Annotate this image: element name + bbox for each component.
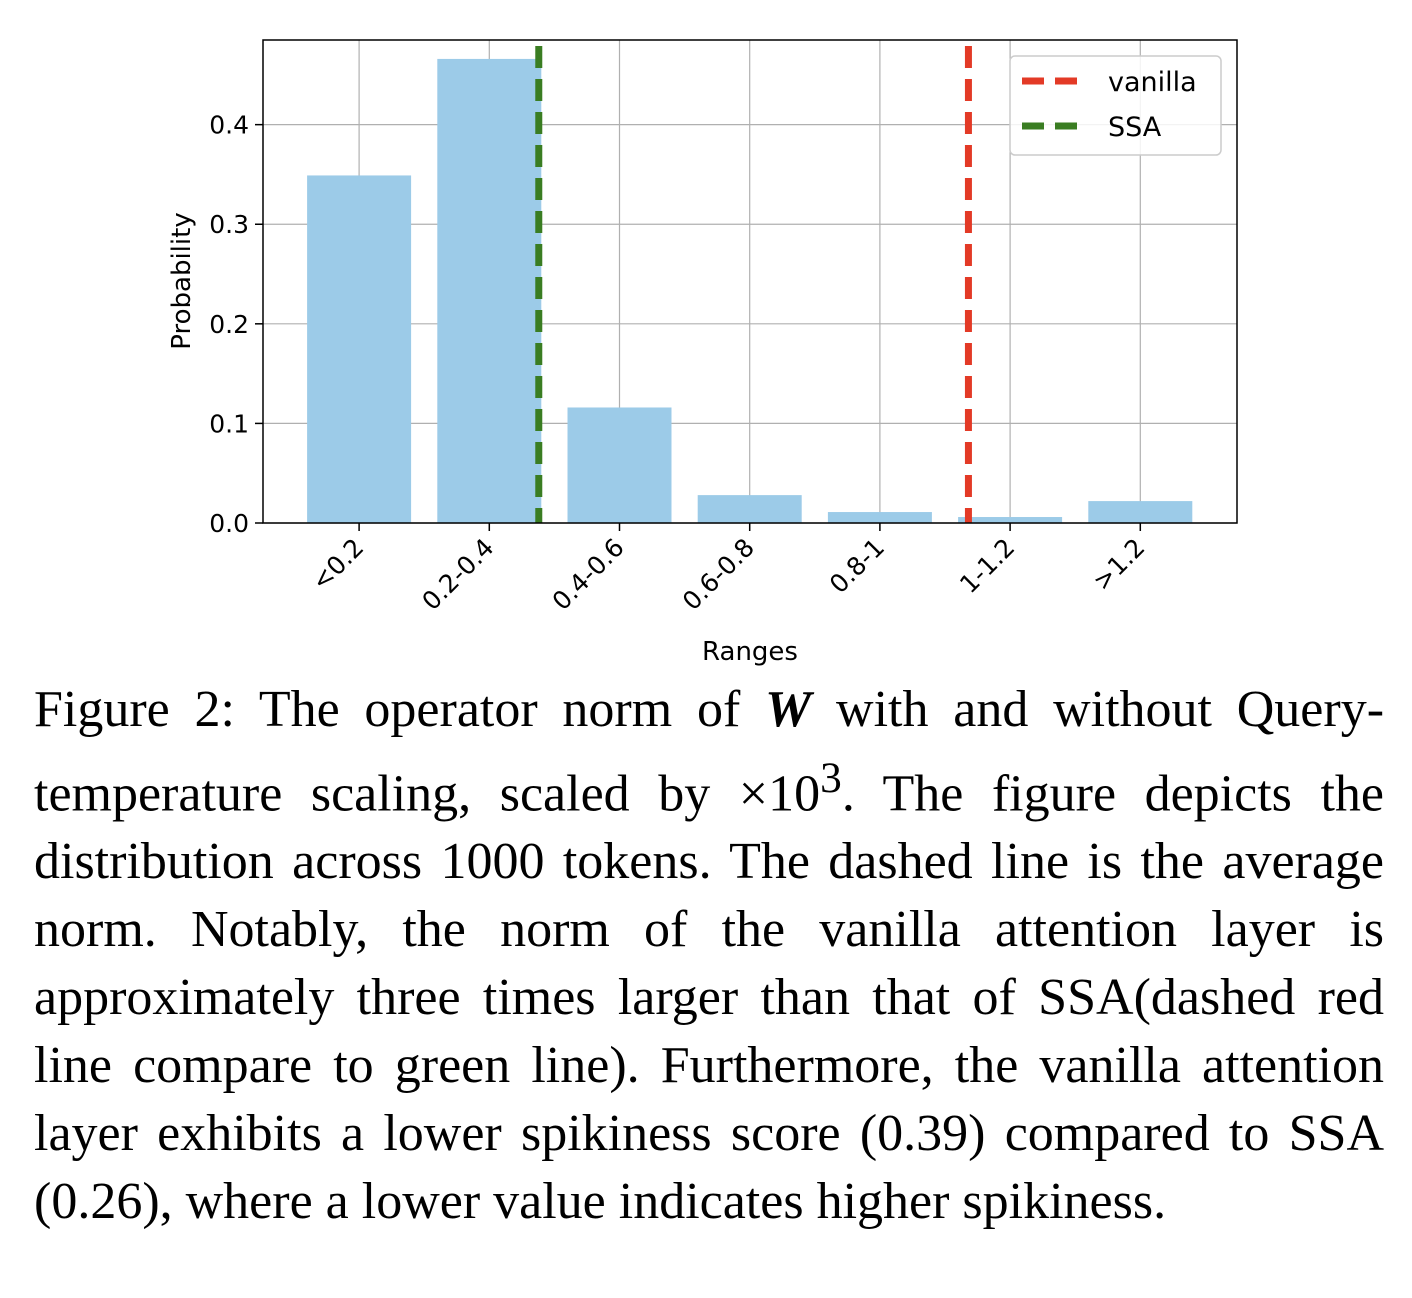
y-tick-label-4: 0.4	[209, 111, 249, 140]
x-tick-label-1: 0.2-0.4	[416, 533, 499, 616]
caption-label: Figure 2:	[34, 681, 235, 738]
bar-4	[827, 512, 932, 523]
x-tick-label-4: 0.8-1	[824, 533, 890, 599]
caption-text-after-symbol: with and without Query-temperature scali…	[34, 681, 1385, 823]
x-tick-label-3: 0.6-0.8	[677, 533, 760, 616]
x-axis-label: Ranges	[702, 637, 798, 667]
x-tick-label-5: 1-1.2	[954, 533, 1020, 599]
y-tick-label-0: 0.0	[209, 509, 249, 538]
legend: vanilla SSA	[1009, 55, 1222, 156]
bar-3	[697, 495, 802, 523]
caption-text-before-symbol: The operator norm of	[258, 681, 741, 738]
bars	[307, 58, 1193, 523]
x-tick-label-2: 0.4-0.6	[547, 533, 630, 616]
bar-chart: 0.0 0.1 0.2 0.3 0.4 <0.2 0.2-0.4 0.4-0.6 0.6-0.…	[167, 39, 1238, 667]
bar-0	[307, 175, 412, 523]
x-axis-ticks: <0.2 0.2-0.4 0.4-0.6 0.6-0.8 0.8-1 1-1.2 >1.2	[306, 523, 1151, 616]
reference-lines	[535, 46, 972, 523]
legend-label-ssa: SSA	[1108, 112, 1162, 143]
caption-text-end: . The figure depicts the distribution ac…	[34, 765, 1384, 1231]
y-axis-ticks: 0.0 0.1 0.2 0.3 0.4	[209, 111, 263, 538]
caption-symbol-w: W	[765, 681, 812, 738]
caption-superscript: 3	[820, 754, 842, 802]
bar-5	[958, 517, 1063, 523]
figure-caption: Figure 2: The operator norm of W with an…	[34, 676, 1384, 1236]
legend-label-vanilla: vanilla	[1108, 67, 1197, 98]
x-tick-label-6: >1.2	[1087, 533, 1150, 596]
x-tick-label-0: <0.2	[306, 533, 369, 596]
y-tick-label-1: 0.1	[209, 409, 249, 438]
y-tick-label-2: 0.2	[209, 310, 249, 339]
bar-2	[567, 407, 672, 523]
y-axis-label: Probability	[167, 212, 197, 349]
y-tick-label-3: 0.3	[209, 210, 249, 239]
bar-1	[437, 58, 542, 523]
bar-6	[1088, 501, 1193, 523]
